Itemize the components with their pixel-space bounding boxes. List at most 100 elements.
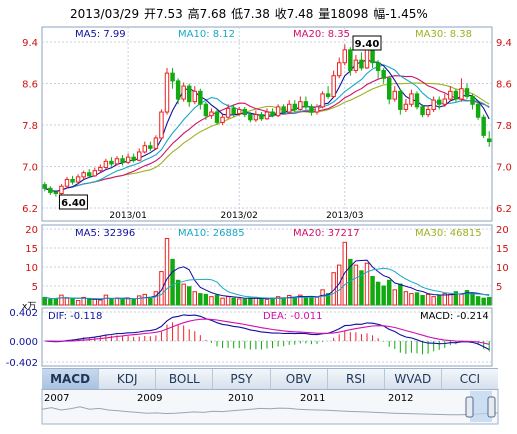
volume-bar [387, 279, 392, 306]
timeline-year-2007: 2007 [44, 393, 69, 404]
volume-bar [470, 292, 475, 306]
dea-line [44, 318, 490, 345]
volume-legend-ma20: MA20: 37217 [293, 228, 360, 239]
volume-bar [103, 294, 109, 306]
volume-panel[interactable]: 20 20 15 15 10 10 5 5 x万 MA5: 32396 MA10: 26885 MA2… [22, 224, 509, 312]
candle-body [142, 145, 148, 153]
tab-rsi[interactable]: RSI [328, 369, 385, 389]
volume-bar [442, 293, 447, 306]
candle-body [342, 49, 347, 64]
candle-body [231, 107, 236, 115]
volume-bar [153, 291, 159, 306]
open-value: 7.53 [156, 7, 183, 21]
volume-bar [398, 283, 403, 306]
volume-bar [270, 297, 275, 306]
volume-tick-right-2: 10 [496, 263, 509, 274]
candle-body [70, 178, 75, 183]
macd-panel[interactable]: 0.402 0.000 -0.402 DIF: -0.118 DEA: -0.011 MA… [6, 307, 493, 369]
volume-bar [370, 276, 375, 306]
volume-bar [303, 296, 309, 306]
volume-ma-line-1 [44, 267, 490, 300]
volume-bar [431, 296, 436, 306]
candle-body [448, 90, 453, 100]
max-callout-box [352, 35, 382, 51]
volume-bar [87, 299, 92, 306]
price-panel[interactable]: 9.4 9.4 8.6 8.6 7.8 7.8 7.0 7.0 6.2 6.2 2013/01 201… [22, 26, 512, 222]
candle-body [237, 108, 242, 115]
timeline-navigator[interactable]: 2007 2009 2010 2011 2012 [41, 388, 499, 425]
candle-body [214, 111, 220, 123]
candle-body [209, 111, 214, 117]
volume-bar [314, 296, 320, 306]
tab-boll[interactable]: BOLL [156, 369, 214, 389]
volume-bar [198, 293, 203, 306]
volume-bar [142, 293, 148, 306]
volume-bar [281, 297, 286, 306]
tab-wvad[interactable]: WVAD [385, 369, 442, 389]
volume-bar [459, 293, 464, 306]
volume-unit-label: x万 [22, 302, 36, 312]
volume-bar [148, 297, 153, 306]
candle-body [120, 158, 125, 163]
candle-body [181, 85, 186, 100]
macd-tick-1: 0.000 [9, 337, 38, 348]
macd-tick-0: 0.402 [9, 308, 38, 319]
candle-body [109, 160, 114, 165]
close-value: 7.48 [287, 7, 314, 21]
candle-body [59, 185, 64, 194]
tab-macd[interactable]: MACD [42, 369, 100, 389]
volume-bar [53, 298, 59, 306]
tab-obv[interactable]: OBV [271, 369, 328, 389]
volume-bar [242, 298, 248, 306]
volume-legend-ma30: MA30: 46815 [415, 228, 482, 239]
price-tick-right-2: 7.8 [496, 121, 512, 132]
candle-body [453, 90, 459, 100]
volume-bar [164, 238, 170, 306]
candle-body [53, 191, 59, 194]
candle-body [370, 49, 375, 64]
price-tick-left-4: 6.2 [22, 204, 38, 215]
candle-body [337, 62, 342, 77]
volume-bar [114, 297, 120, 306]
volume-bar [237, 298, 242, 306]
candle-body [292, 103, 297, 110]
price-tick-right-3: 7.0 [496, 163, 512, 174]
volume-legend-ma10: MA10: 26885 [178, 228, 245, 239]
volume-bar [392, 289, 397, 306]
candle-body [348, 49, 353, 72]
candle-body [98, 167, 103, 172]
candle-body [387, 77, 392, 100]
volume-bar [325, 293, 331, 306]
volume-bar [481, 297, 486, 306]
volume-bar [403, 291, 409, 306]
volume-bar [259, 298, 264, 306]
candle-body [281, 106, 286, 113]
candle-body [175, 80, 181, 100]
volume-bar [137, 295, 142, 306]
volume-bar [42, 296, 48, 306]
volume-bar [475, 296, 481, 306]
candle-body [414, 93, 420, 108]
price-legend-ma30: MA30: 8.38 [415, 29, 472, 40]
price-tick-right-4: 6.2 [496, 204, 512, 215]
candle-body [475, 103, 481, 118]
candle-body [437, 99, 442, 105]
volume-bar [203, 293, 209, 306]
timeline-year-2011: 2011 [300, 393, 325, 404]
volume-bar [214, 294, 220, 306]
volume-bar [159, 271, 164, 306]
tab-psy[interactable]: PSY [213, 369, 271, 389]
candle-body [431, 99, 436, 110]
tab-kdj[interactable]: KDJ [99, 369, 157, 389]
tab-cci[interactable]: CCI [459, 372, 481, 386]
macd-legend: MACD: -0.214 [420, 311, 489, 322]
timeline-frame [41, 388, 499, 425]
volume-value: 18098 [330, 7, 368, 21]
dif-legend: DIF: -0.118 [48, 311, 102, 322]
volume-bar [487, 296, 492, 306]
volume-tick-right-0: 20 [496, 225, 509, 236]
candle-body [114, 158, 120, 165]
candle-body [131, 156, 136, 161]
price-legend-ma5: MA5: 7.99 [75, 29, 126, 40]
